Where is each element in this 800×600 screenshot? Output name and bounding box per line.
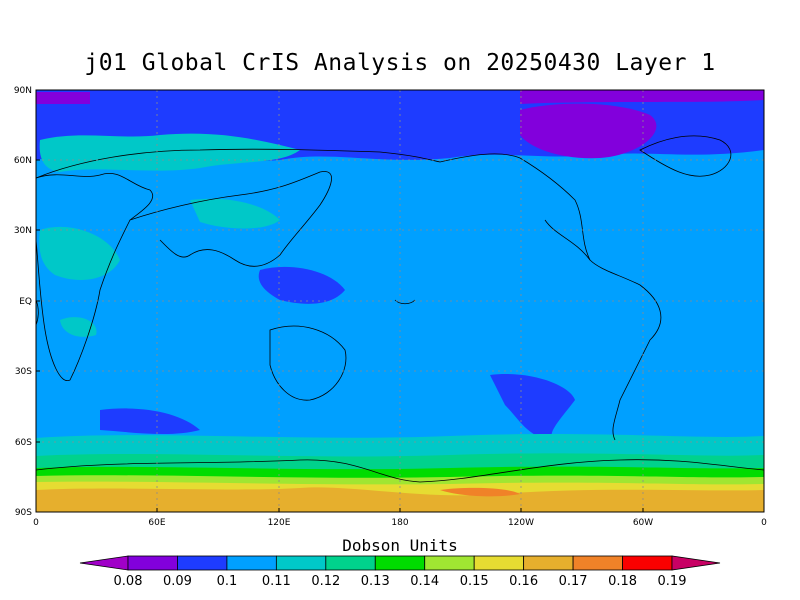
lat-tick-label: 60N (14, 156, 32, 166)
colorbar-swatch (127, 555, 178, 571)
blob-spacific (490, 374, 575, 441)
lon-tick-label: 0 (761, 518, 767, 528)
map-title: j01 Global CrIS Analysis on 20250430 Lay… (84, 50, 716, 76)
arctic-low-2 (520, 103, 657, 159)
arctic-low-3 (520, 90, 764, 104)
gridlines (36, 90, 764, 512)
lon-tick-label: 180 (391, 518, 408, 528)
colorbar-title: Dobson Units (342, 536, 458, 555)
longitude-tick-marks (35, 508, 765, 512)
colorbar-label: 0.08 (114, 574, 143, 589)
colorbar-label: 0.13 (361, 574, 390, 589)
colorbar-swatch (275, 555, 327, 571)
lon-tick-label: 60E (148, 518, 165, 528)
colorbar-swatch (473, 555, 525, 571)
colorbar-swatch (374, 555, 426, 571)
patch-sahel (60, 317, 97, 337)
colorbar-swatch (177, 555, 228, 571)
latitude-tick-marks (36, 89, 40, 513)
latitude-axis: 90N 60N 30N EQ 30S 60S 90S (14, 86, 32, 518)
lon-tick-label: 120E (268, 518, 291, 528)
colorbar-arrow-low (79, 555, 129, 571)
colorbar-swatch (622, 555, 673, 571)
colorbar-label: 0.14 (410, 574, 439, 589)
colorbar: 0.08 0.09 0.1 0.11 0.12 0.13 0.14 0.15 0.16 0.17 0… (79, 555, 721, 589)
colorbar-label: 0.12 (311, 574, 340, 589)
colorbar-label: 0.16 (509, 574, 538, 589)
colorbar-label: 0.15 (460, 574, 489, 589)
colorbar-swatch (325, 555, 376, 571)
colorbar-label: 0.1 (217, 574, 238, 589)
colorbar-label: 0.11 (262, 574, 291, 589)
lat-tick-label: EQ (19, 297, 32, 307)
lat-tick-label: 30N (14, 226, 32, 236)
colorbar-label: 0.19 (658, 574, 687, 589)
colorbar-label: 0.09 (163, 574, 192, 589)
lon-tick-label: 0 (33, 518, 39, 528)
lon-tick-label: 120W (508, 518, 534, 528)
patch-africa (39, 226, 120, 280)
lon-tick-label: 60W (633, 518, 653, 528)
blob-sindian (100, 408, 200, 435)
colorbar-label: 0.18 (608, 574, 637, 589)
patch-eurasia (39, 133, 300, 172)
colorbar-swatch (523, 555, 574, 571)
colorbar-arrow-high (671, 555, 721, 571)
colorbar-swatch (572, 555, 623, 571)
lat-tick-label: 60S (15, 438, 32, 448)
colorbar-swatch (226, 555, 277, 571)
blob-indonesia (258, 266, 345, 304)
lat-tick-label: 90S (15, 508, 32, 518)
lat-tick-label: 90N (14, 86, 32, 96)
lat-tick-label: 30S (15, 367, 32, 377)
longitude-axis: 0 60E 120E 180 120W 60W 0 (33, 518, 767, 528)
patch-asia (190, 198, 280, 229)
field-layer (36, 90, 764, 512)
colorbar-swatch (424, 555, 475, 571)
coastlines (36, 135, 764, 483)
band-peak (440, 487, 520, 497)
colorbar-label: 0.17 (559, 574, 588, 589)
arctic-low-1 (36, 92, 90, 104)
